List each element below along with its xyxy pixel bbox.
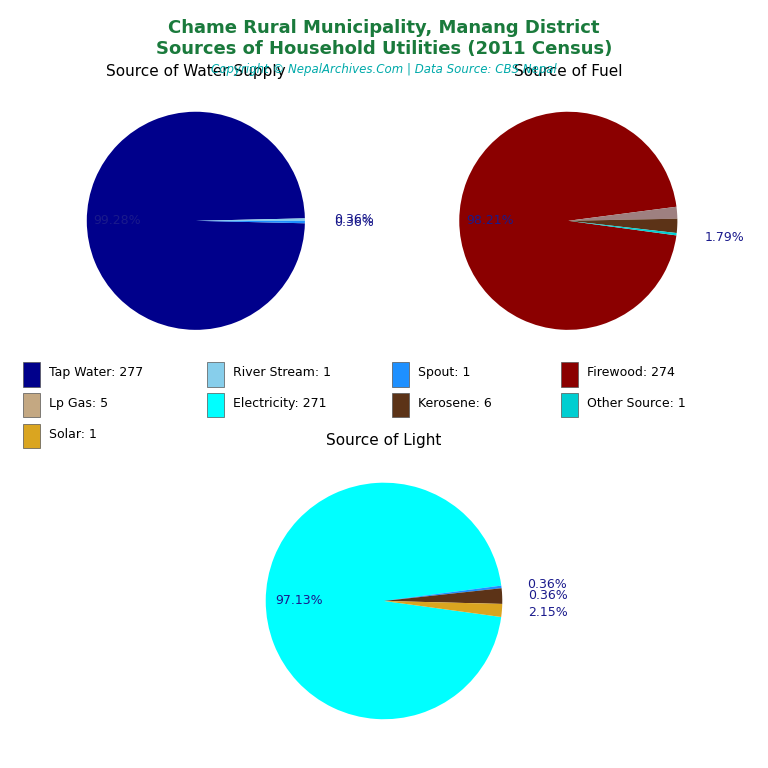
Text: Copyright © NepalArchives.Com | Data Source: CBS Nepal: Copyright © NepalArchives.Com | Data Sou… (211, 63, 557, 76)
Wedge shape (568, 219, 677, 233)
Bar (561, 362, 578, 386)
Text: 0.36%: 0.36% (528, 589, 568, 601)
Wedge shape (196, 218, 305, 221)
Bar (207, 362, 224, 386)
Wedge shape (459, 112, 677, 329)
Text: Lp Gas: 5: Lp Gas: 5 (49, 397, 108, 410)
Wedge shape (196, 221, 305, 223)
Text: 1.79%: 1.79% (705, 230, 744, 243)
Wedge shape (568, 207, 677, 221)
Text: Chame Rural Municipality, Manang District: Chame Rural Municipality, Manang Distric… (168, 19, 600, 37)
Bar (392, 392, 409, 418)
Title: Source of Fuel: Source of Fuel (514, 65, 623, 79)
Text: Tap Water: 277: Tap Water: 277 (49, 366, 144, 379)
Text: Other Source: 1: Other Source: 1 (587, 397, 686, 410)
Text: Electricity: 271: Electricity: 271 (233, 397, 327, 410)
Text: Kerosene: 6: Kerosene: 6 (418, 397, 492, 410)
Text: Firewood: 274: Firewood: 274 (587, 366, 674, 379)
Title: Source of Light: Source of Light (326, 433, 442, 448)
Bar (23, 424, 40, 449)
Text: 2.15%: 2.15% (528, 606, 568, 619)
Title: Source of Water Supply: Source of Water Supply (106, 65, 286, 79)
Text: 0.36%: 0.36% (334, 216, 374, 229)
Text: Sources of Household Utilities (2011 Census): Sources of Household Utilities (2011 Cen… (156, 40, 612, 58)
Text: Solar: 1: Solar: 1 (49, 428, 97, 441)
Wedge shape (384, 601, 502, 617)
Text: 98.21%: 98.21% (466, 214, 514, 227)
Bar (561, 392, 578, 418)
Wedge shape (568, 221, 677, 236)
Text: 97.13%: 97.13% (275, 594, 323, 607)
Bar (23, 362, 40, 386)
Text: Spout: 1: Spout: 1 (418, 366, 470, 379)
Bar (392, 362, 409, 386)
Wedge shape (384, 585, 502, 601)
Wedge shape (384, 588, 502, 604)
Wedge shape (266, 483, 502, 719)
Text: 99.28%: 99.28% (94, 214, 141, 227)
Text: 0.36%: 0.36% (334, 213, 374, 226)
Bar (207, 392, 224, 418)
Text: River Stream: 1: River Stream: 1 (233, 366, 332, 379)
Wedge shape (87, 112, 305, 329)
Bar (23, 392, 40, 418)
Text: 0.36%: 0.36% (528, 578, 567, 591)
